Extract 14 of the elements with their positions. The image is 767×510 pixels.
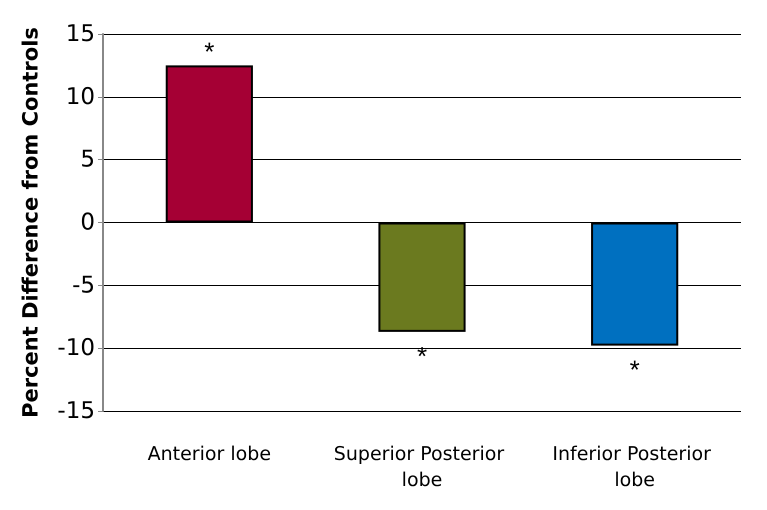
annotation: * [630,354,640,385]
y-axis-title: Percent Difference from Controls [18,27,42,418]
y-tick-label: -15 [57,398,95,424]
x-tick-label: Superior Posterior lobe [334,443,510,491]
annotation: * [204,36,214,66]
y-tick-label: -10 [57,335,95,362]
y-tick-label: -5 [72,272,95,298]
y-tick-label: 10 [66,84,95,110]
annotation: * [416,340,428,371]
x-tick-label: Inferior Posterior lobe [552,443,717,491]
y-tick-label: 0 [80,210,95,236]
y-tick-label: 15 [66,21,95,47]
x-tick-label: Anterior lobe [148,443,272,465]
y-tick-label: 5 [80,146,95,173]
